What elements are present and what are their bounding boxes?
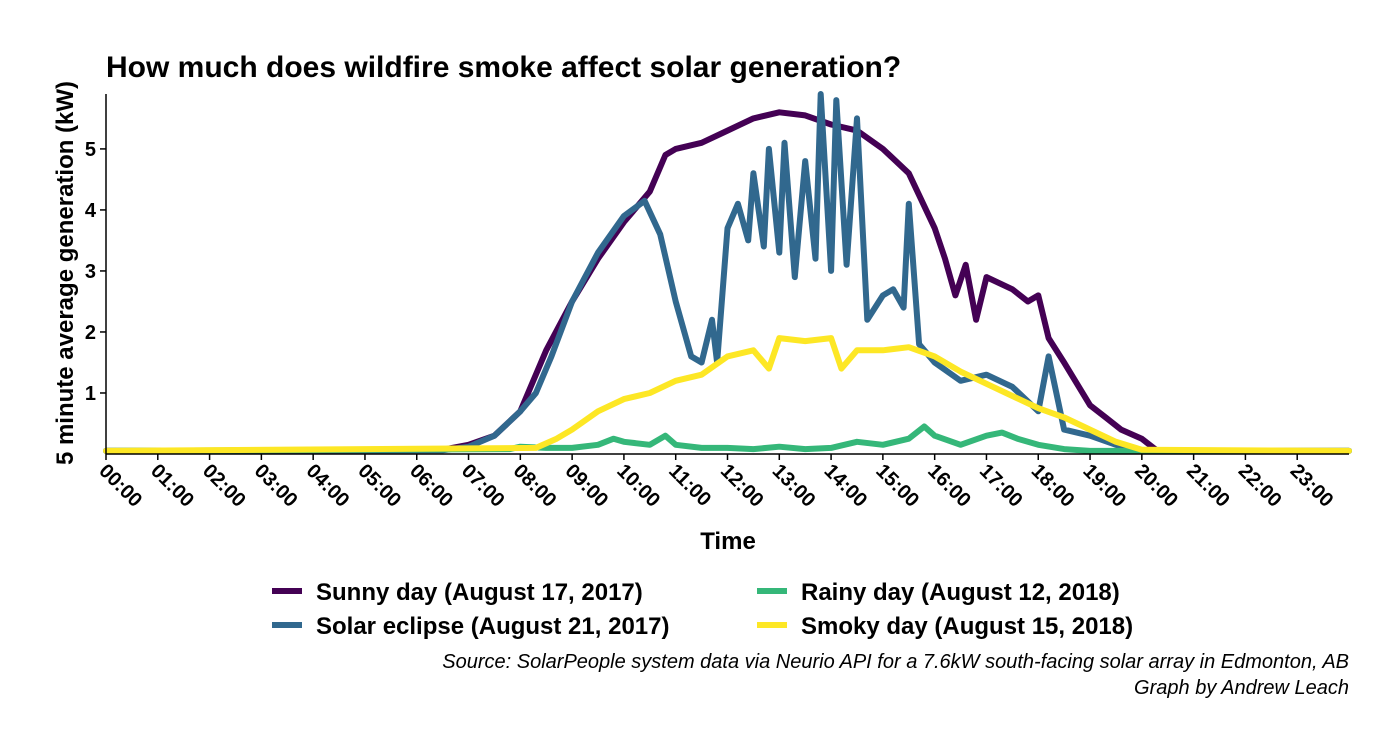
- x-tick-label: 12:00: [716, 460, 768, 512]
- caption-source: Source: SolarPeople system data via Neur…: [442, 651, 1349, 673]
- legend-item-3: Rainy day (August 12, 2018): [757, 579, 1120, 606]
- series-line-4: [103, 335, 1352, 454]
- x-tick-label: 18:00: [1027, 460, 1079, 512]
- x-tick-label: 08:00: [509, 460, 561, 512]
- x-tick-label: 02:00: [198, 460, 250, 512]
- x-ticks: 00:00 01:00 02:00 03:00 04:00 05:00 06:00 07:00…: [94, 454, 1337, 512]
- legend-item-1: Sunny day (August 17, 2017): [272, 579, 643, 606]
- series-line-2: [103, 91, 1352, 454]
- x-tick-label: 22:00: [1234, 460, 1286, 512]
- legend: Sunny day (August 17, 2017) Solar eclipse…: [272, 579, 1133, 640]
- x-tick-label: 16:00: [923, 460, 975, 512]
- caption: Source: SolarPeople system data via Neur…: [442, 651, 1349, 699]
- series-line-1: [103, 109, 1352, 454]
- chart-title: How much does wildfire smoke affect sola…: [106, 51, 901, 84]
- series-group: [103, 91, 1352, 454]
- x-tick-label: 17:00: [975, 460, 1027, 512]
- y-tick-label: 3: [85, 261, 96, 283]
- y-tick-label: 1: [85, 383, 96, 405]
- x-axis-title: Time: [700, 528, 756, 555]
- y-ticks: 1 2 3 4 5: [85, 139, 106, 405]
- x-tick-label: 21:00: [1182, 460, 1234, 512]
- y-axis-title: 5 minute average generation (kW): [52, 81, 79, 465]
- y-tick-label: 5: [85, 139, 96, 161]
- x-tick-label: 05:00: [353, 460, 405, 512]
- legend-item-2: Solar eclipse (August 21, 2017): [272, 613, 669, 640]
- x-tick-label: 13:00: [768, 460, 820, 512]
- legend-item-4: Smoky day (August 15, 2018): [757, 613, 1133, 640]
- y-tick-label: 4: [85, 200, 97, 222]
- x-tick-label: 07:00: [457, 460, 509, 512]
- series-line-3: [103, 423, 1352, 454]
- x-tick-label: 04:00: [302, 460, 354, 512]
- x-tick-label: 23:00: [1286, 460, 1338, 512]
- x-tick-label: 06:00: [405, 460, 457, 512]
- caption-author: Graph by Andrew Leach: [1134, 677, 1349, 699]
- legend-label: Smoky day (August 15, 2018): [801, 613, 1133, 640]
- x-tick-label: 14:00: [820, 460, 872, 512]
- legend-label: Solar eclipse (August 21, 2017): [316, 613, 669, 640]
- x-tick-label: 15:00: [871, 460, 923, 512]
- x-tick-label: 03:00: [250, 460, 302, 512]
- y-tick-label: 2: [85, 322, 96, 344]
- x-tick-label: 19:00: [1078, 460, 1130, 512]
- legend-label: Sunny day (August 17, 2017): [316, 579, 643, 606]
- x-tick-label: 09:00: [561, 460, 613, 512]
- x-tick-label: 10:00: [612, 460, 664, 512]
- legend-label: Rainy day (August 12, 2018): [801, 579, 1120, 606]
- x-tick-label: 20:00: [1130, 460, 1182, 512]
- x-tick-label: 00:00: [94, 460, 146, 512]
- plot-area: 1 2 3 4 5 00:00 01:00 02:00 03:00 04:00 05:00 06:0…: [85, 91, 1352, 512]
- x-tick-label: 11:00: [664, 460, 715, 511]
- x-tick-label: 01:00: [146, 460, 198, 512]
